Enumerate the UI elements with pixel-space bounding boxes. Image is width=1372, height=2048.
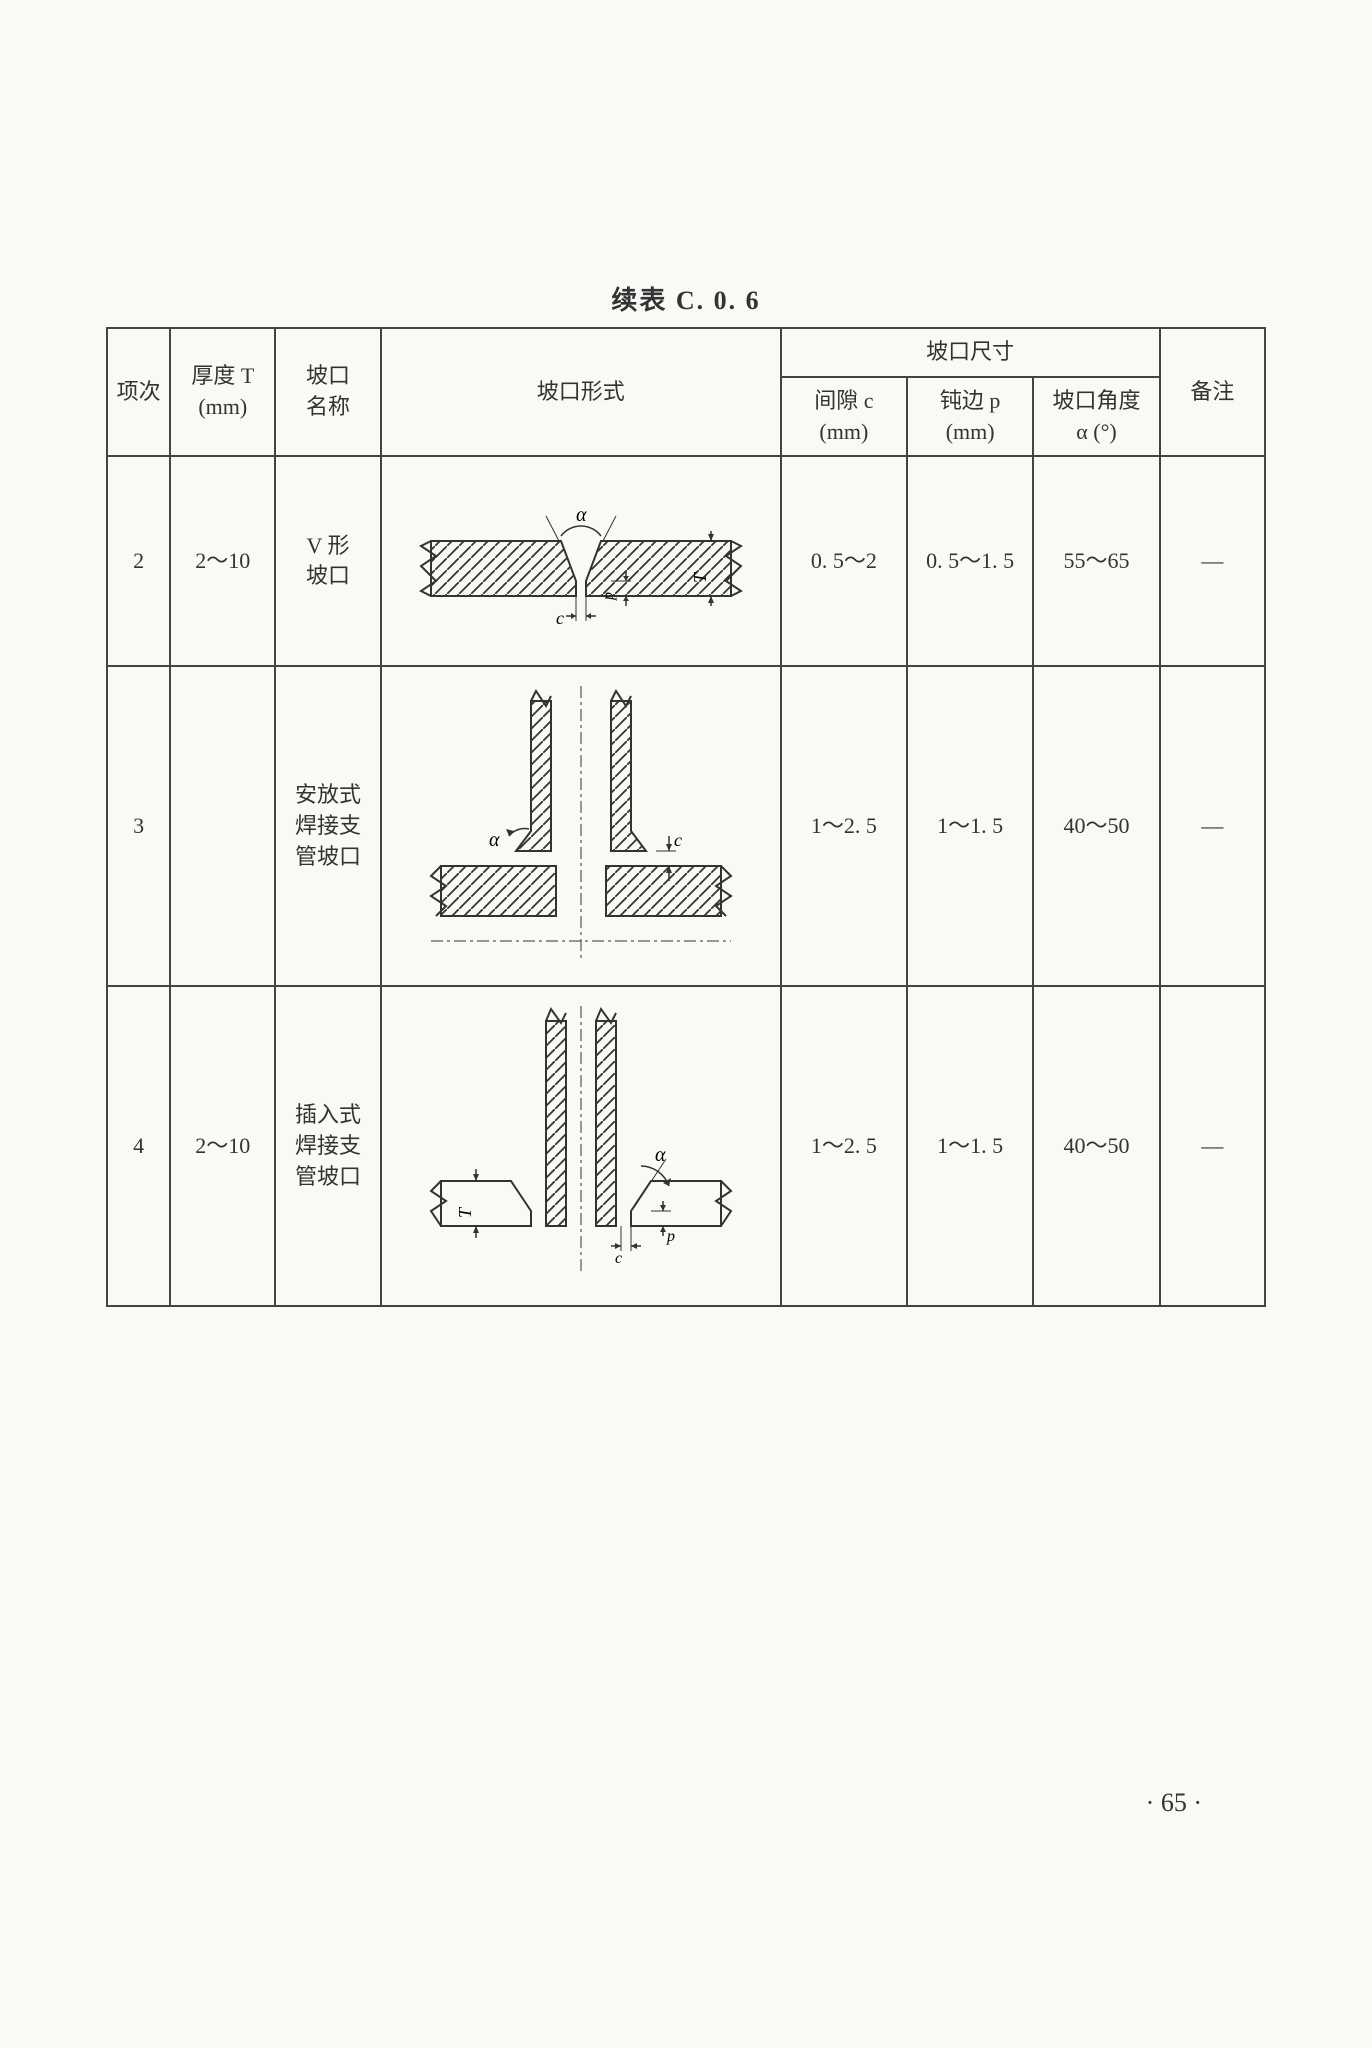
hdr-angle-label: 坡口角度 [1052,388,1140,413]
header-row-1: 项次 厚度 T (mm) 坡口 名称 坡口形式 坡口尺寸 备注 [107,328,1265,377]
cell-name: 插入式 焊接支 管坡口 [275,986,380,1306]
cell-diagram-set-on: α c [381,666,781,986]
table-row: 4 2～10 插入式 焊接支 管坡口 [107,986,1265,1306]
cell-gap: 0. 5～2 [781,456,907,666]
hdr-edge-unit: (mm) [946,419,995,444]
cell-name: 安放式 焊接支 管坡口 [275,666,380,986]
cell-name: V 形 坡口 [275,456,380,666]
hdr-name: 坡口 名称 [275,328,380,456]
hdr-size-group: 坡口尺寸 [781,328,1160,377]
label-c: c [556,608,564,628]
hdr-thickness-label: 厚度 T [191,363,254,388]
hdr-edge: 钝边 p (mm) [907,377,1033,457]
cell-thickness [170,666,275,986]
hdr-notes: 备注 [1160,328,1265,456]
set-on-branch-diagram: α c [411,681,751,971]
hdr-gap-label: 间隙 c [814,388,873,413]
hdr-gap-unit: (mm) [819,419,868,444]
hdr-thickness: 厚度 T (mm) [170,328,275,456]
table-row: 2 2～10 V 形 坡口 [107,456,1265,666]
cell-edge: 1～1. 5 [907,666,1033,986]
cell-angle: 40～50 [1033,986,1159,1306]
cell-thickness: 2～10 [170,986,275,1306]
label-alpha: α [655,1144,666,1166]
table-row: 3 安放式 焊接支 管坡口 [107,666,1265,986]
cell-gap: 1～2. 5 [781,666,907,986]
hdr-gap: 间隙 c (mm) [781,377,907,457]
cell-angle: 55～65 [1033,456,1159,666]
set-in-branch-diagram: α T c [411,1001,751,1291]
label-T: T [455,1206,475,1218]
cell-index: 3 [107,666,170,986]
label-alpha: α [576,504,587,526]
cell-diagram-set-in: α T c [381,986,781,1306]
hdr-shape: 坡口形式 [381,328,781,456]
label-p: p [666,1228,675,1245]
hdr-angle: 坡口角度 α (°) [1033,377,1159,457]
cell-note: — [1160,456,1265,666]
page-number: · 65 · [1146,1788,1202,1818]
cell-note: — [1160,666,1265,986]
page-content: 续表 C. 0. 6 项次 厚度 T (mm) 坡口 名称 坡口形式 坡口尺寸 … [0,0,1372,1307]
cell-edge: 1～1. 5 [907,986,1033,1306]
cell-diagram-v-groove: α c p [381,456,781,666]
cell-gap: 1～2. 5 [781,986,907,1306]
hdr-index: 项次 [107,328,170,456]
cell-angle: 40～50 [1033,666,1159,986]
hdr-edge-label: 钝边 p [940,388,1001,413]
hdr-angle-unit: α (°) [1076,419,1116,444]
cell-note: — [1160,986,1265,1306]
label-alpha: α [489,829,500,851]
label-p: p [600,592,617,601]
label-c: c [615,1250,622,1267]
label-c: c [674,830,682,850]
cell-index: 4 [107,986,170,1306]
cell-edge: 0. 5～1. 5 [907,456,1033,666]
v-groove-diagram: α c p [411,486,751,636]
hdr-thickness-unit: (mm) [198,394,247,419]
cell-index: 2 [107,456,170,666]
cell-thickness: 2～10 [170,456,275,666]
groove-table: 项次 厚度 T (mm) 坡口 名称 坡口形式 坡口尺寸 备注 间隙 c (mm… [106,327,1266,1307]
table-title: 续表 C. 0. 6 [100,280,1272,317]
